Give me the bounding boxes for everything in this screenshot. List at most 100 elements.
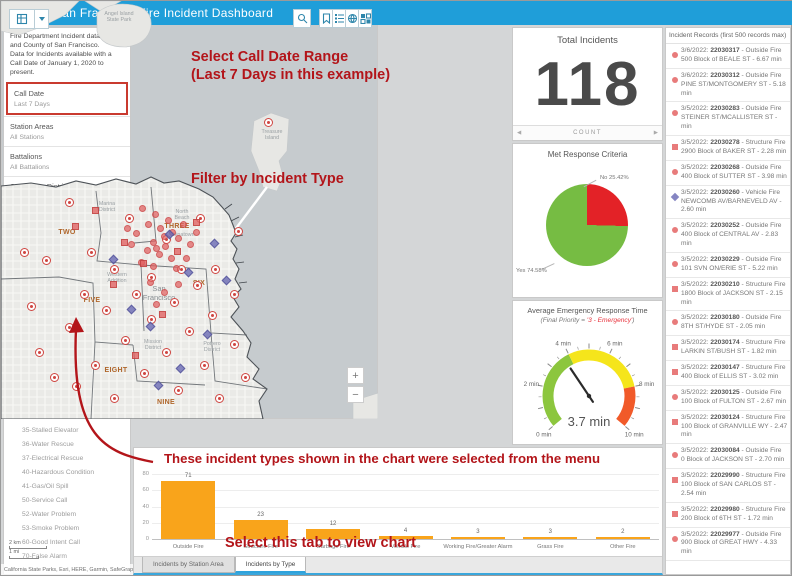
incident-type-option[interactable]: 37-Electrical Rescue (4, 451, 130, 465)
incident-marker-dot[interactable] (128, 241, 135, 248)
tab-incidents-by-type[interactable]: Incidents by Type (234, 557, 307, 573)
incident-marker-ring[interactable] (208, 311, 217, 320)
incident-marker-dot[interactable] (175, 281, 182, 288)
zoom-out-button[interactable]: − (347, 386, 364, 403)
incident-marker-ring[interactable] (102, 306, 111, 315)
bar-outside-fire[interactable] (161, 481, 216, 539)
tab-incidents-by-station-area[interactable]: Incidents by Station Area (142, 557, 235, 573)
pager-next-icon[interactable]: ▶ (653, 130, 658, 136)
incident-marker-dot[interactable] (157, 225, 164, 232)
incident-type-option[interactable]: 60-Good Intent Call (4, 535, 130, 549)
incident-marker-dot[interactable] (133, 230, 140, 237)
incident-record-row[interactable]: 3/5/2022: 22030174 - Structure Fire LARKI… (666, 336, 790, 362)
incident-marker-dot[interactable] (162, 243, 169, 250)
incident-marker-sq[interactable] (92, 207, 99, 214)
incident-marker-dot[interactable] (165, 217, 172, 224)
incident-marker-ring[interactable] (110, 394, 119, 403)
incident-type-option[interactable]: 70-False Alarm (4, 549, 130, 563)
incident-marker-dot[interactable] (144, 247, 151, 254)
incident-marker-sq[interactable] (174, 248, 181, 255)
incident-marker-ring[interactable] (211, 265, 220, 274)
basemap-dropdown-button[interactable] (34, 9, 49, 29)
incident-marker-ring[interactable] (200, 361, 209, 370)
incident-marker-dot[interactable] (145, 221, 152, 228)
map-search-button[interactable] (293, 9, 311, 28)
incident-record-row[interactable]: 3/5/2022: 22030147 - Structure Fire 400 B… (666, 361, 790, 386)
incident-marker-ring[interactable] (170, 298, 179, 307)
incident-record-row[interactable]: 3/5/2022: 22030084 - Outside Fire 0 Block… (666, 444, 790, 470)
incident-marker-ring[interactable] (215, 394, 224, 403)
pager-prev-icon[interactable]: ◀ (517, 130, 522, 136)
incident-marker-sq[interactable] (193, 219, 200, 226)
incident-marker-ring[interactable] (132, 290, 141, 299)
incident-record-row[interactable]: 3/5/2022: 22030252 - Outside Fire 400 Blo… (666, 219, 790, 254)
incident-map[interactable]: Angel Island State Park Treasure Island Ma… (1, 1, 378, 575)
incident-record-row[interactable]: 3/5/2022: 22029980 - Structure Fire 200 B… (666, 503, 790, 528)
incident-record-row[interactable]: 3/5/2022: 22029977 - Outside Fire 900 Blo… (666, 528, 790, 562)
incident-marker-sq[interactable] (110, 281, 117, 288)
incident-marker-ring[interactable] (65, 198, 74, 207)
incident-marker-ring[interactable] (241, 373, 250, 382)
incident-type-option[interactable]: 53-Smoke Problem (4, 521, 130, 535)
zoom-in-button[interactable]: + (347, 367, 364, 384)
bar-grass-fire[interactable] (523, 536, 578, 539)
incident-marker-ring[interactable] (91, 361, 100, 370)
incident-marker-ring[interactable] (72, 382, 81, 391)
incident-record-row[interactable]: 3/5/2022: 22030124 - Structure Fire 100 B… (666, 411, 790, 445)
incident-marker-dot[interactable] (153, 301, 160, 308)
incident-type-option[interactable]: 41-Gas/Oil Spill (4, 479, 130, 493)
layers-button[interactable] (358, 9, 372, 28)
incident-record-row[interactable]: 3/5/2022: 22030125 - Outside Fire 100 Blo… (666, 386, 790, 411)
incident-marker-ring[interactable] (230, 340, 239, 349)
incident-type-option[interactable]: 52-Water Problem (4, 507, 130, 521)
incident-marker-ring[interactable] (264, 118, 273, 127)
incident-marker-ring[interactable] (140, 369, 149, 378)
bar-structure-fire[interactable] (233, 520, 288, 539)
incident-marker-ring[interactable] (121, 336, 130, 345)
incident-marker-ring[interactable] (125, 214, 134, 223)
incident-marker-ring[interactable] (230, 290, 239, 299)
incident-marker-sq[interactable] (140, 260, 147, 267)
incident-type-option[interactable]: 36-Water Rescue (4, 437, 130, 451)
incident-record-row[interactable]: 3/5/2022: 22030210 - Structure Fire 1800 … (666, 278, 790, 312)
call-date-filter[interactable]: Call Date Last 7 Days (8, 84, 126, 113)
incident-marker-sq[interactable] (159, 311, 166, 318)
overview-button[interactable] (345, 9, 359, 28)
incident-record-row[interactable]: 3/5/2022: 22030283 - Outside Fire STEINER… (666, 102, 790, 137)
bar-other-fire[interactable] (595, 537, 650, 539)
bar-vehicle-fire[interactable] (378, 535, 433, 539)
incident-marker-sq[interactable] (72, 223, 79, 230)
incident-marker-sq[interactable] (132, 352, 139, 359)
incident-marker-dot[interactable] (147, 279, 154, 286)
incident-marker-ring[interactable] (42, 256, 51, 265)
met-response-pie-chart[interactable] (546, 184, 628, 266)
incident-marker-dot[interactable] (168, 255, 175, 262)
basemap-gallery-button[interactable] (9, 9, 35, 29)
incident-marker-dot[interactable] (152, 211, 159, 218)
incident-marker-dot[interactable] (180, 221, 187, 228)
legend-button[interactable] (332, 9, 346, 28)
incident-record-row[interactable]: 3/5/2022: 22029990 - Structure Fire 100 B… (666, 469, 790, 503)
incident-marker-dot[interactable] (173, 265, 180, 272)
incident-marker-ring[interactable] (234, 227, 243, 236)
station-areas-filter[interactable]: Station Areas All Stations (4, 116, 130, 146)
incident-marker-ring[interactable] (35, 348, 44, 357)
incident-marker-ring[interactable] (110, 265, 119, 274)
incident-marker-ring[interactable] (185, 327, 194, 336)
bookmarks-button[interactable] (319, 9, 333, 28)
incident-marker-ring[interactable] (27, 302, 36, 311)
incident-marker-dot[interactable] (175, 235, 182, 242)
incident-marker-ring[interactable] (193, 281, 202, 290)
incident-marker-ring[interactable] (50, 373, 59, 382)
incident-marker-dot[interactable] (187, 241, 194, 248)
incident-marker-ring[interactable] (196, 214, 205, 223)
incident-type-option[interactable]: 40-Hazardous Condition (4, 465, 130, 479)
incident-marker-dot[interactable] (156, 251, 163, 258)
incident-marker-ring[interactable] (174, 386, 183, 395)
incident-marker-dot[interactable] (124, 225, 131, 232)
incident-marker-ring[interactable] (162, 348, 171, 357)
incident-type-option[interactable]: 50-Service Call (4, 493, 130, 507)
incident-record-row[interactable]: 3/5/2022: 22030278 - Structure Fire 2900 … (666, 136, 790, 161)
incident-record-row[interactable]: 3/6/2022: 22030317 - Outside Fire 500 Blo… (666, 44, 790, 69)
incident-marker-dot[interactable] (150, 263, 157, 270)
